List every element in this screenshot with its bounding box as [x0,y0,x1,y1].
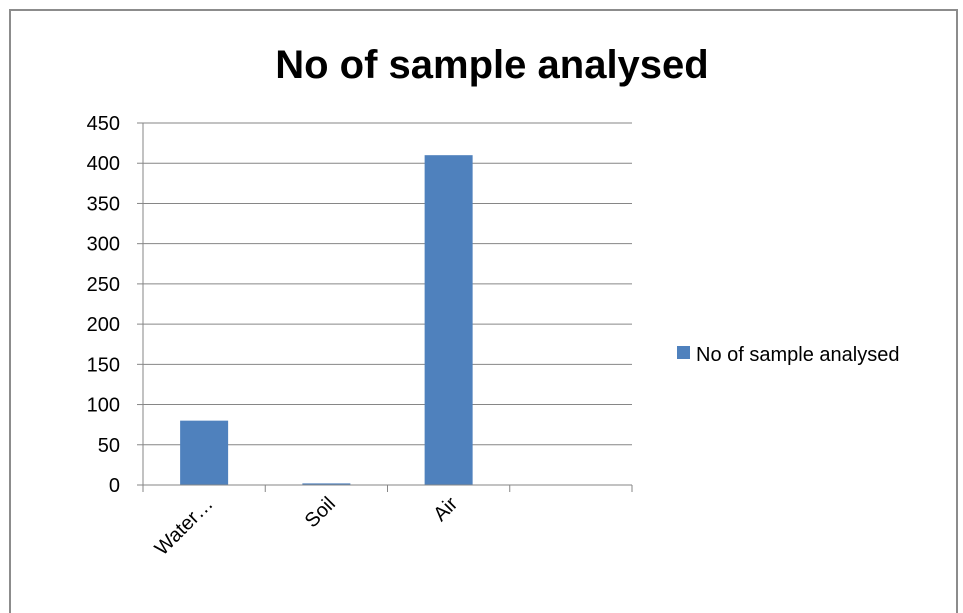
y-tick-label: 250 [87,274,120,296]
legend-swatch [677,346,690,359]
gridlines [143,123,632,445]
y-tick-label: 150 [87,354,120,376]
y-tick-label: 50 [98,435,120,457]
legend: No of sample analysed [677,344,899,366]
y-tick-label: 0 [109,475,120,497]
y-tick-label: 400 [87,153,120,175]
y-tick-label: 450 [87,113,120,135]
x-tick-label: Air [429,493,462,526]
legend-label: No of sample analysed [696,344,899,366]
bar [425,155,473,485]
x-tick-label: Water… [151,493,218,560]
x-axis: Water… Soil Air [143,485,632,560]
bar [180,421,228,485]
x-tick-label: Soil [301,493,340,532]
chart-title: No of sample analysed [275,43,708,87]
y-tick-label: 350 [87,193,120,215]
bars [180,155,473,485]
y-axis: 0 50 100 150 200 250 300 350 400 450 [87,113,143,497]
y-tick-label: 100 [87,395,120,417]
y-tick-label: 300 [87,234,120,256]
y-tick-label: 200 [87,314,120,336]
